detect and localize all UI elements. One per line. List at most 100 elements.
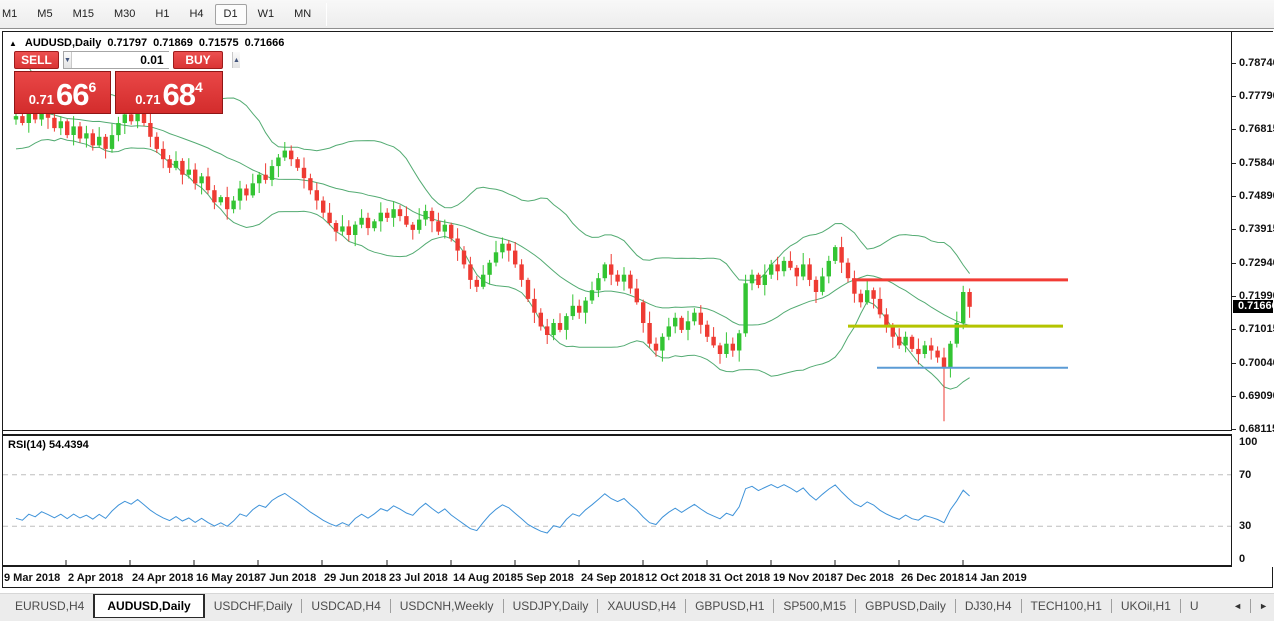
sell-price-box[interactable]: 0.71 66 6: [14, 71, 111, 114]
date-axis-label: 5 Sep 2018: [517, 572, 574, 584]
date-axis-label: 23 Jul 2018: [389, 572, 448, 584]
sell-price-sup: 6: [88, 79, 97, 95]
price-axis-tick: [1232, 263, 1236, 264]
tab-scroll-right-icon[interactable]: ►: [1259, 601, 1268, 611]
timeframe-button-mn[interactable]: MN: [294, 8, 312, 20]
buy-button[interactable]: BUY: [173, 51, 223, 69]
timeframe-toolbar: M1 M5 M15 M30 H1 H4 D1 W1 MN: [0, 0, 1274, 29]
chart-symbol-period: AUDUSD,Daily: [24, 37, 102, 49]
date-axis-label: 12 Oct 2018: [645, 572, 707, 584]
rsi-axis-label: 30: [1239, 520, 1252, 532]
price-axis-tick: [1232, 229, 1236, 230]
timeframe-button-h1[interactable]: H1: [155, 8, 170, 20]
tab-divider: [597, 599, 599, 613]
rsi-chart-canvas[interactable]: [3, 436, 1231, 565]
timeframe-button-h4[interactable]: H4: [189, 8, 204, 20]
chart-tab-usdjpy-daily[interactable]: USDJPY,Daily: [512, 599, 589, 613]
chart-tab-usdcnh-weekly[interactable]: USDCNH,Weekly: [399, 599, 494, 613]
tab-arrow-divider: [1250, 599, 1252, 613]
chart-tab-eurusd-h4[interactable]: EURUSD,H4: [15, 599, 85, 613]
date-axis-label: 29 Jun 2018: [324, 572, 387, 584]
date-axis-label: 2 Apr 2018: [68, 572, 124, 584]
chart-tab-audusd-daily[interactable]: AUDUSD,Daily: [93, 594, 205, 618]
bar-open: 0.71797: [107, 37, 148, 49]
tab-divider: [301, 599, 303, 613]
date-axis-label: 24 Apr 2018: [132, 572, 194, 584]
price-axis-tick: [1232, 296, 1236, 297]
rsi-axis-label: 70: [1239, 469, 1252, 481]
price-axis-tick: [1232, 396, 1236, 397]
chart-tab-sp500-m15[interactable]: SP500,M15: [783, 599, 847, 613]
tab-divider: [1020, 599, 1022, 613]
chart-tab-tech100-h1[interactable]: TECH100,H1: [1030, 599, 1102, 613]
price-axis-tick: [1232, 329, 1236, 330]
chart-tabs: EURUSD,H4 AUDUSD,Daily USDCHF,Daily USDCAD,…: [0, 594, 1227, 618]
price-axis-label: 0.73915: [1239, 223, 1274, 235]
buy-price-box[interactable]: 0.71 68 4: [115, 71, 223, 114]
price-chart-canvas[interactable]: [3, 32, 1231, 430]
date-axis-label: 9 Mar 2018: [4, 572, 61, 584]
chart-tab-u[interactable]: U: [1189, 599, 1199, 613]
tab-divider: [389, 599, 391, 613]
symbol-arrow-icon: ▲: [9, 38, 17, 48]
toolbar-divider: [326, 2, 328, 26]
tab-divider: [773, 599, 775, 613]
tab-divider: [685, 599, 687, 613]
price-axis-label: 0.76815: [1239, 123, 1274, 135]
buy-price-big: 68: [162, 77, 196, 112]
date-axis-label: 7 Jun 2018: [260, 572, 317, 584]
rsi-subwindow: RSI(14) 54.4394: [3, 434, 1232, 567]
chart-window: ▲ AUDUSD,Daily 0.71797 0.71869 0.71575 0…: [2, 31, 1274, 589]
buy-price-sup: 4: [195, 79, 203, 95]
tab-scroll-controls: ◄ ►: [1227, 594, 1274, 618]
tab-scroll-left-icon[interactable]: ◄: [1233, 601, 1243, 611]
date-axis-label: 14 Jan 2019: [965, 572, 1027, 584]
price-axis-tick: [1232, 429, 1236, 430]
rsi-axis-label: 100: [1239, 436, 1258, 448]
timeframe-button-m30[interactable]: M30: [113, 8, 136, 20]
timeframe-button-m1[interactable]: M1: [2, 8, 18, 20]
volume-spinner: ▼ ▲: [63, 51, 240, 69]
timeframe-button-m5[interactable]: M5: [37, 8, 53, 20]
chart-tab-gbpusd-daily[interactable]: GBPUSD,Daily: [865, 599, 946, 613]
chart-tab-usdchf-daily[interactable]: USDCHF,Daily: [213, 599, 293, 613]
volume-decrease-button[interactable]: ▼: [64, 52, 72, 68]
sell-price-big: 66: [56, 77, 89, 112]
bar-low: 0.71575: [198, 37, 239, 49]
tab-divider: [954, 599, 956, 613]
timeframe-button-d1[interactable]: D1: [214, 3, 247, 25]
chart-tab-dj30-h4[interactable]: DJ30,H4: [964, 599, 1012, 613]
chart-tab-ukoil-h1[interactable]: UKOil,H1: [1120, 599, 1171, 613]
bar-high: 0.71869: [153, 37, 193, 49]
rsi-axis-label: 0: [1239, 553, 1246, 565]
chart-title: ▲ AUDUSD,Daily 0.71797 0.71869 0.71575 0…: [9, 37, 284, 49]
date-axis-label: 24 Sep 2018: [581, 572, 644, 584]
volume-increase-button[interactable]: ▲: [231, 52, 240, 68]
date-axis-label: 26 Dec 2018: [901, 572, 964, 584]
timeframe-button-m15[interactable]: M15: [72, 8, 94, 20]
tab-divider: [502, 599, 504, 613]
date-axis-label: 31 Oct 2018: [709, 572, 771, 584]
chart-tab-gbpusd-h1[interactable]: GBPUSD,H1: [695, 599, 765, 613]
date-axis-label: 16 May 2018: [196, 572, 261, 584]
timeframe-button-w1[interactable]: W1: [257, 8, 275, 20]
price-axis-label: 0.71015: [1239, 323, 1274, 335]
date-axis-label: 14 Aug 2018: [453, 572, 517, 584]
price-axis-tick: [1232, 129, 1236, 130]
chart-tab-usdcad-h4[interactable]: USDCAD,H4: [311, 599, 381, 613]
main-price-plot: ▲ AUDUSD,Daily 0.71797 0.71869 0.71575 0…: [3, 32, 1232, 431]
chart-tab-xauusd-h4[interactable]: XAUUSD,H4: [607, 599, 677, 613]
sell-button[interactable]: SELL: [14, 51, 59, 69]
date-axis[interactable]: 9 Mar 2018 2 Apr 2018 24 Apr 2018 16 May 20…: [3, 569, 1232, 589]
one-click-trade-panel: SELL ▼ ▲ BUY 0.71 66 6 0.71 68 4: [14, 51, 240, 114]
tab-divider: [855, 599, 857, 613]
chart-tabs-bar: EURUSD,H4 AUDUSD,Daily USDCHF,Daily USDCAD,…: [0, 593, 1274, 621]
